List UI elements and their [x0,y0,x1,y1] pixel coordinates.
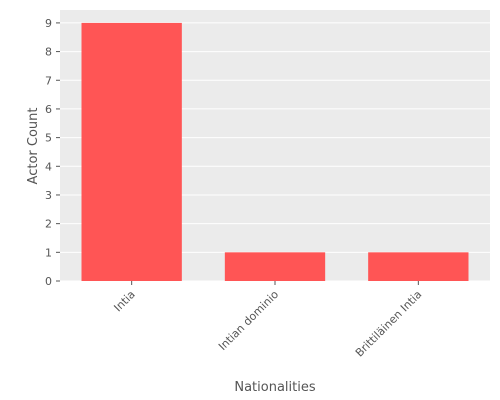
y-tick-label: 4 [45,160,52,173]
x-tick-label: Intia [111,288,137,314]
x-axis-title: Nationalities [234,380,315,395]
bar-2 [368,252,469,281]
x-tick-label: Brittiläinen Intia [353,288,425,360]
x-tick-labels: Intia Intian dominio Brittiläinen Intia [111,281,424,359]
y-tick-label: 2 [45,218,52,231]
y-tick-label: 0 [45,275,52,288]
x-tick-label: Intian dominio [216,288,281,353]
y-tick-label: 9 [45,17,52,30]
y-tick-labels: 0 1 2 3 4 5 6 7 8 9 [45,17,60,288]
y-axis-title: Actor Count [26,108,41,185]
y-tick-label: 5 [45,132,52,145]
y-tick-label: 8 [45,46,52,59]
bar-1 [224,252,326,281]
y-tick-label: 7 [45,74,52,87]
y-tick-label: 1 [45,246,52,259]
bars [81,22,469,282]
y-tick-label: 6 [45,103,52,116]
y-tick-label: 3 [45,189,52,202]
bar-0 [81,22,182,282]
